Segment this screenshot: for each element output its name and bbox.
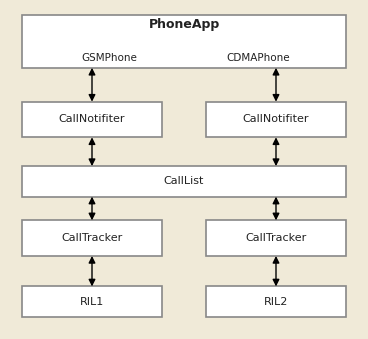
Text: PhoneApp: PhoneApp xyxy=(148,18,220,31)
Text: RIL2: RIL2 xyxy=(264,297,288,307)
Text: CDMAPhone: CDMAPhone xyxy=(227,53,290,63)
Text: CallTracker: CallTracker xyxy=(245,233,307,243)
Text: CallNotifiter: CallNotifiter xyxy=(59,115,125,124)
Bar xyxy=(22,286,162,317)
Bar xyxy=(22,15,346,68)
Text: RIL1: RIL1 xyxy=(80,297,104,307)
Bar xyxy=(22,166,346,197)
Bar xyxy=(22,102,162,137)
Bar xyxy=(22,220,162,256)
Bar xyxy=(206,286,346,317)
Text: CallNotifiter: CallNotifiter xyxy=(243,115,309,124)
Text: GSMPhone: GSMPhone xyxy=(82,53,138,63)
Bar xyxy=(206,220,346,256)
Bar xyxy=(206,102,346,137)
Text: CallTracker: CallTracker xyxy=(61,233,123,243)
Text: CallList: CallList xyxy=(164,176,204,186)
